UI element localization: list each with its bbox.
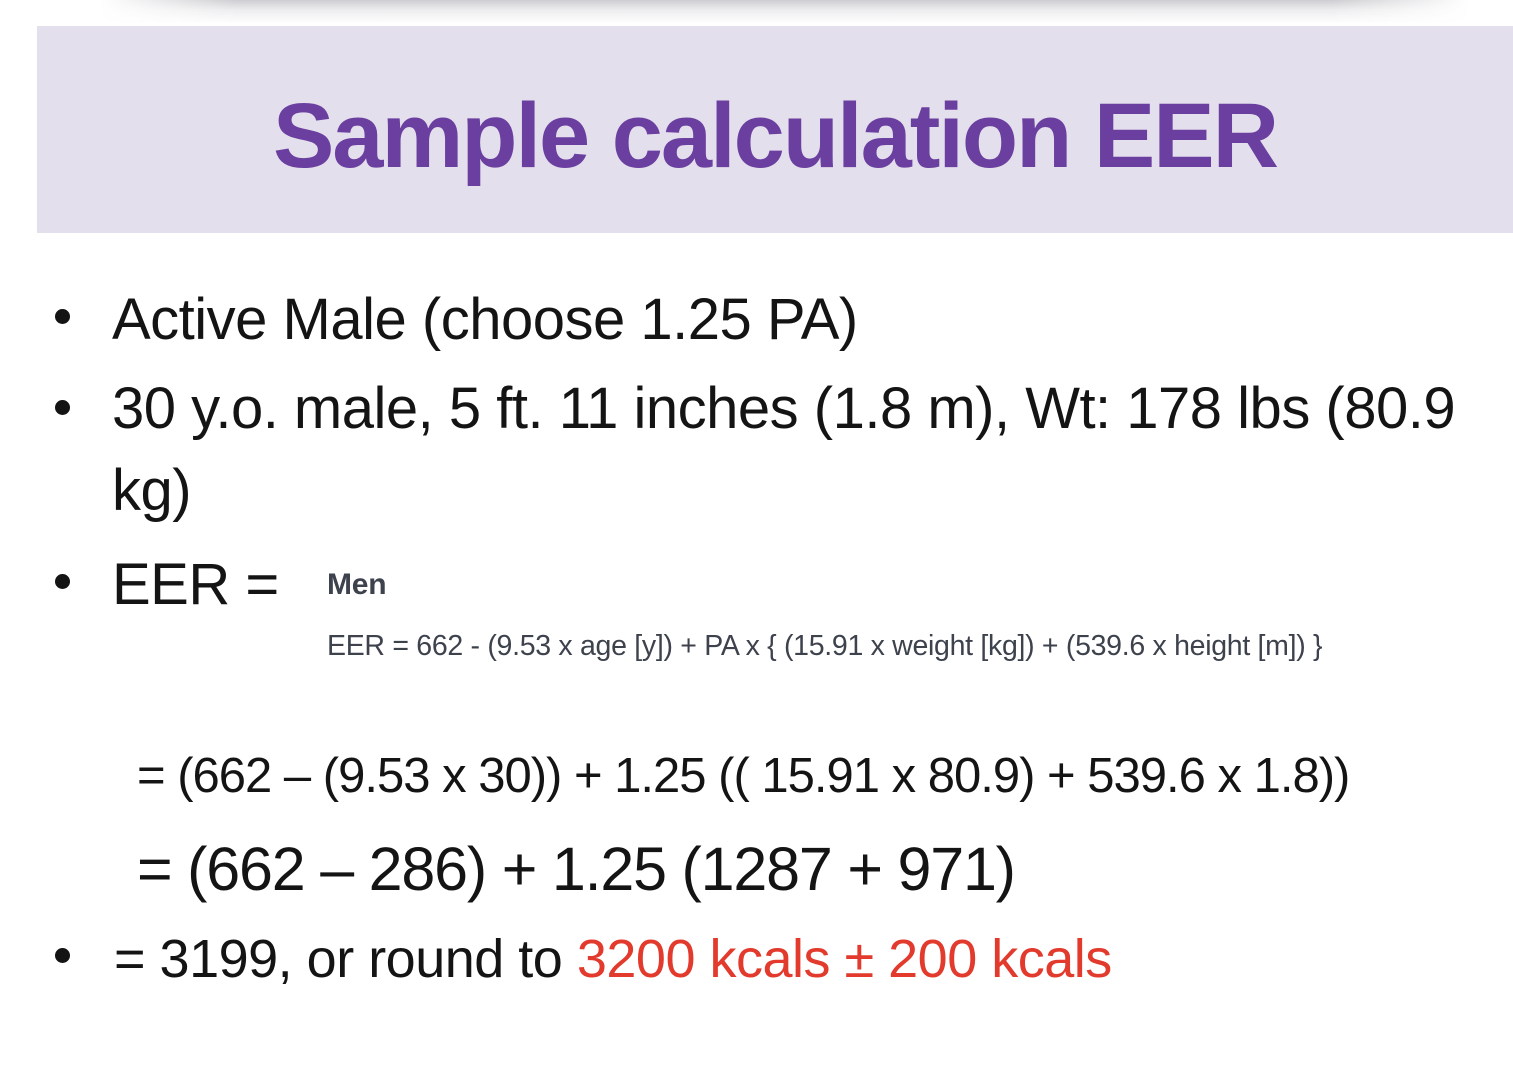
result-prefix: = 3199, or round to (114, 929, 577, 989)
subject-stats-line1: 30 y.o. male, 5 ft. 11 inches (1.8 m), W… (112, 376, 1456, 441)
bullet-dot-icon (55, 574, 70, 589)
calculation-step-1: = (662 – (9.53 x 30)) + 1.25 (( 15.91 x … (137, 749, 1350, 803)
bullet-item-eer-label: EER = (112, 552, 279, 617)
bullet-item-active-male: Active Male (choose 1.25 PA) (112, 287, 858, 352)
result-highlight: 3200 kcals ± 200 kcals (576, 929, 1112, 989)
bullet-dot-icon (55, 309, 70, 324)
calculation-step-2: = (662 – 286) + 1.25 (1287 + 971) (137, 835, 1016, 903)
bullet-dot-icon (55, 948, 70, 963)
eer-formula-text: EER = 662 - (9.53 x age [y]) + PA x { (1… (327, 630, 1323, 662)
title-banner: Sample calculation EER (37, 26, 1513, 233)
top-shadow-gradient (100, 0, 1470, 25)
bullet-item-subject-stats: 30 y.o. male, 5 ft. 11 inches (1.8 m), W… (112, 368, 1456, 532)
formula-source-heading: Men (327, 568, 387, 601)
bullet-dot-icon (55, 400, 70, 415)
subject-stats-line2: kg) (112, 458, 192, 523)
bullet-item-result: = 3199, or round to 3200 kcals ± 200 kca… (114, 927, 1112, 992)
slide-title: Sample calculation EER (272, 85, 1279, 187)
